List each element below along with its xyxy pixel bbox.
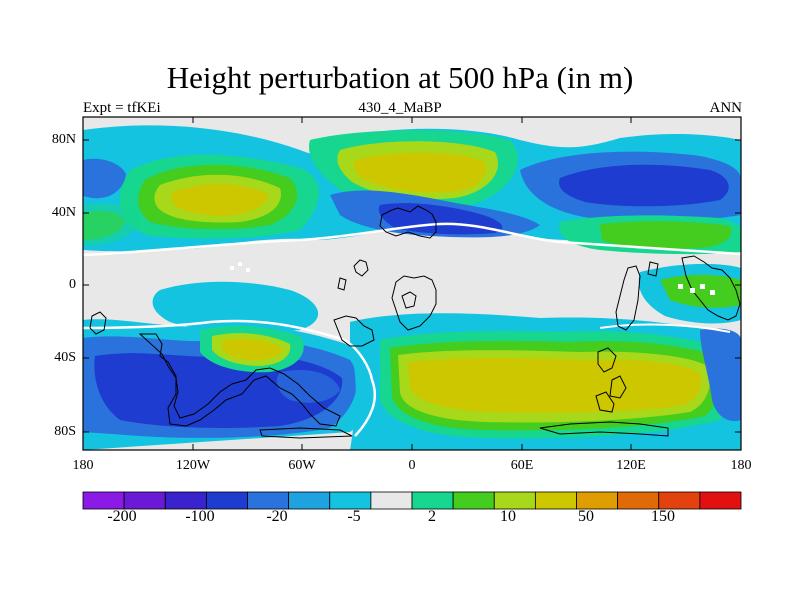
colorbar-box [576,491,619,510]
contour-west-teal [83,203,140,246]
experiment-label: Expt = tfKEi [83,100,161,116]
coastlines [89,205,741,439]
colorbar-label: -5 [347,508,361,525]
lat-label-eq: 0 [69,277,76,292]
contour-east-green [600,221,732,249]
colorbar-box [205,491,248,510]
map-title: Height perturbation at 500 hPa (in m) [166,60,634,95]
zero-contour-line-southeast [599,323,731,333]
colorbar-label: 50 [578,508,594,525]
colorbar [82,491,742,510]
colorbar-label: -200 [107,508,137,525]
colorbar-box [288,491,331,510]
contour-north-olive [172,183,268,216]
height-perturbation-field [83,117,741,450]
contour-tropic-cyan [152,281,319,332]
colorbar-box [411,491,454,510]
season-label: ANN [709,100,743,116]
colorbar-box [247,491,290,510]
colorbar-label: 2 [428,508,436,525]
zero-contour-line-south [83,319,377,437]
lon-label-180w: 180 [72,458,94,473]
contour-north-deepblue [559,164,729,207]
colorbar-label: -100 [185,508,215,525]
colorbar-box [370,491,413,510]
lon-label-0: 0 [408,458,416,473]
lon-tick-marks [192,117,632,450]
lon-label-60e: 60E [510,458,534,473]
contour-pacific-ne-blue [83,158,126,199]
colorbar-box [164,491,207,510]
colorbar-box [123,491,166,510]
colorbar-label: 10 [500,508,516,525]
contour-south-blue-east [700,328,741,422]
colorbar-label: 150 [651,508,675,525]
lon-label-120w: 120W [175,458,211,473]
lat-label-80n: 80N [51,132,76,147]
case-label: 430_4_MaBP [358,100,442,116]
lon-label-60w: 60W [288,458,316,473]
lat-label-40s: 40S [54,350,76,365]
contour-arctic-olive [353,152,486,193]
colorbar-label: -20 [266,508,288,525]
contour-south-olive-mid [408,358,702,413]
lon-label-180e: 180 [730,458,752,473]
colorbar-box [329,491,372,510]
colorbar-box [534,491,577,510]
lat-label-80s: 80S [54,424,76,439]
zero-contour-line [83,222,741,257]
lon-label-120e: 120E [616,458,646,473]
colorbar-box [493,491,536,510]
colorbar-box [699,491,742,510]
contour-south-olive-left [222,338,282,360]
tile-marks [230,262,715,295]
colorbar-box [617,491,660,510]
colorbar-box [452,491,495,510]
colorbar-box [82,491,125,510]
lat-label-40n: 40N [51,205,76,220]
contour-tropic-green-east [660,274,741,308]
colorbar-box [658,491,701,510]
lat-tick-marks [83,139,741,433]
